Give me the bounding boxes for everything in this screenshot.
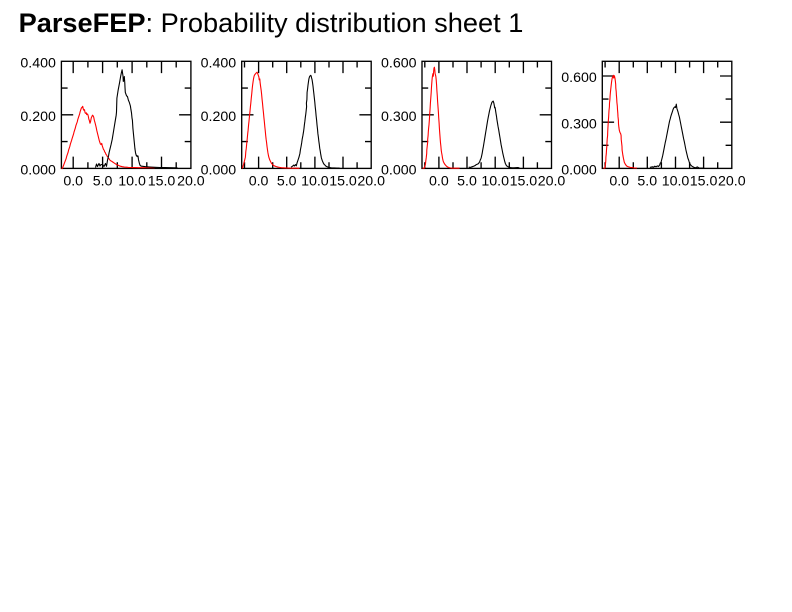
- svg-text:0.0: 0.0: [609, 173, 629, 189]
- svg-text:5.0: 5.0: [637, 173, 657, 189]
- svg-text:10.0: 10.0: [118, 173, 146, 189]
- svg-text:0.400: 0.400: [201, 55, 237, 71]
- svg-text:0.000: 0.000: [561, 163, 597, 179]
- svg-text:20.0: 20.0: [718, 173, 746, 189]
- svg-text:0.0: 0.0: [249, 173, 269, 189]
- svg-text:10.0: 10.0: [481, 173, 509, 189]
- svg-text:0.0: 0.0: [429, 173, 449, 189]
- svg-text:20.0: 20.0: [177, 173, 205, 189]
- svg-text:0.000: 0.000: [201, 163, 237, 179]
- svg-text:ParseFEP: Probability distribu: ParseFEP: Probability distribution sheet…: [19, 7, 524, 38]
- svg-text:0.200: 0.200: [201, 109, 237, 125]
- svg-text:20.0: 20.0: [538, 173, 566, 189]
- svg-text:15.0: 15.0: [690, 173, 718, 189]
- svg-text:10.0: 10.0: [301, 173, 329, 189]
- svg-text:0.0: 0.0: [63, 173, 83, 189]
- svg-text:0.000: 0.000: [381, 163, 417, 179]
- svg-text:0.300: 0.300: [561, 116, 597, 132]
- svg-text:0.400: 0.400: [20, 55, 56, 71]
- svg-text:0.600: 0.600: [381, 55, 417, 71]
- svg-text:15.0: 15.0: [510, 173, 538, 189]
- svg-text:0.300: 0.300: [381, 109, 417, 125]
- svg-text:20.0: 20.0: [357, 173, 385, 189]
- svg-text:15.0: 15.0: [329, 173, 357, 189]
- svg-text:10.0: 10.0: [662, 173, 690, 189]
- svg-text:5.0: 5.0: [457, 173, 477, 189]
- svg-text:5.0: 5.0: [93, 173, 113, 189]
- svg-text:0.200: 0.200: [20, 109, 56, 125]
- svg-text:5.0: 5.0: [277, 173, 297, 189]
- svg-text:0.000: 0.000: [20, 163, 56, 179]
- svg-text:15.0: 15.0: [148, 173, 176, 189]
- svg-text:0.600: 0.600: [561, 70, 597, 86]
